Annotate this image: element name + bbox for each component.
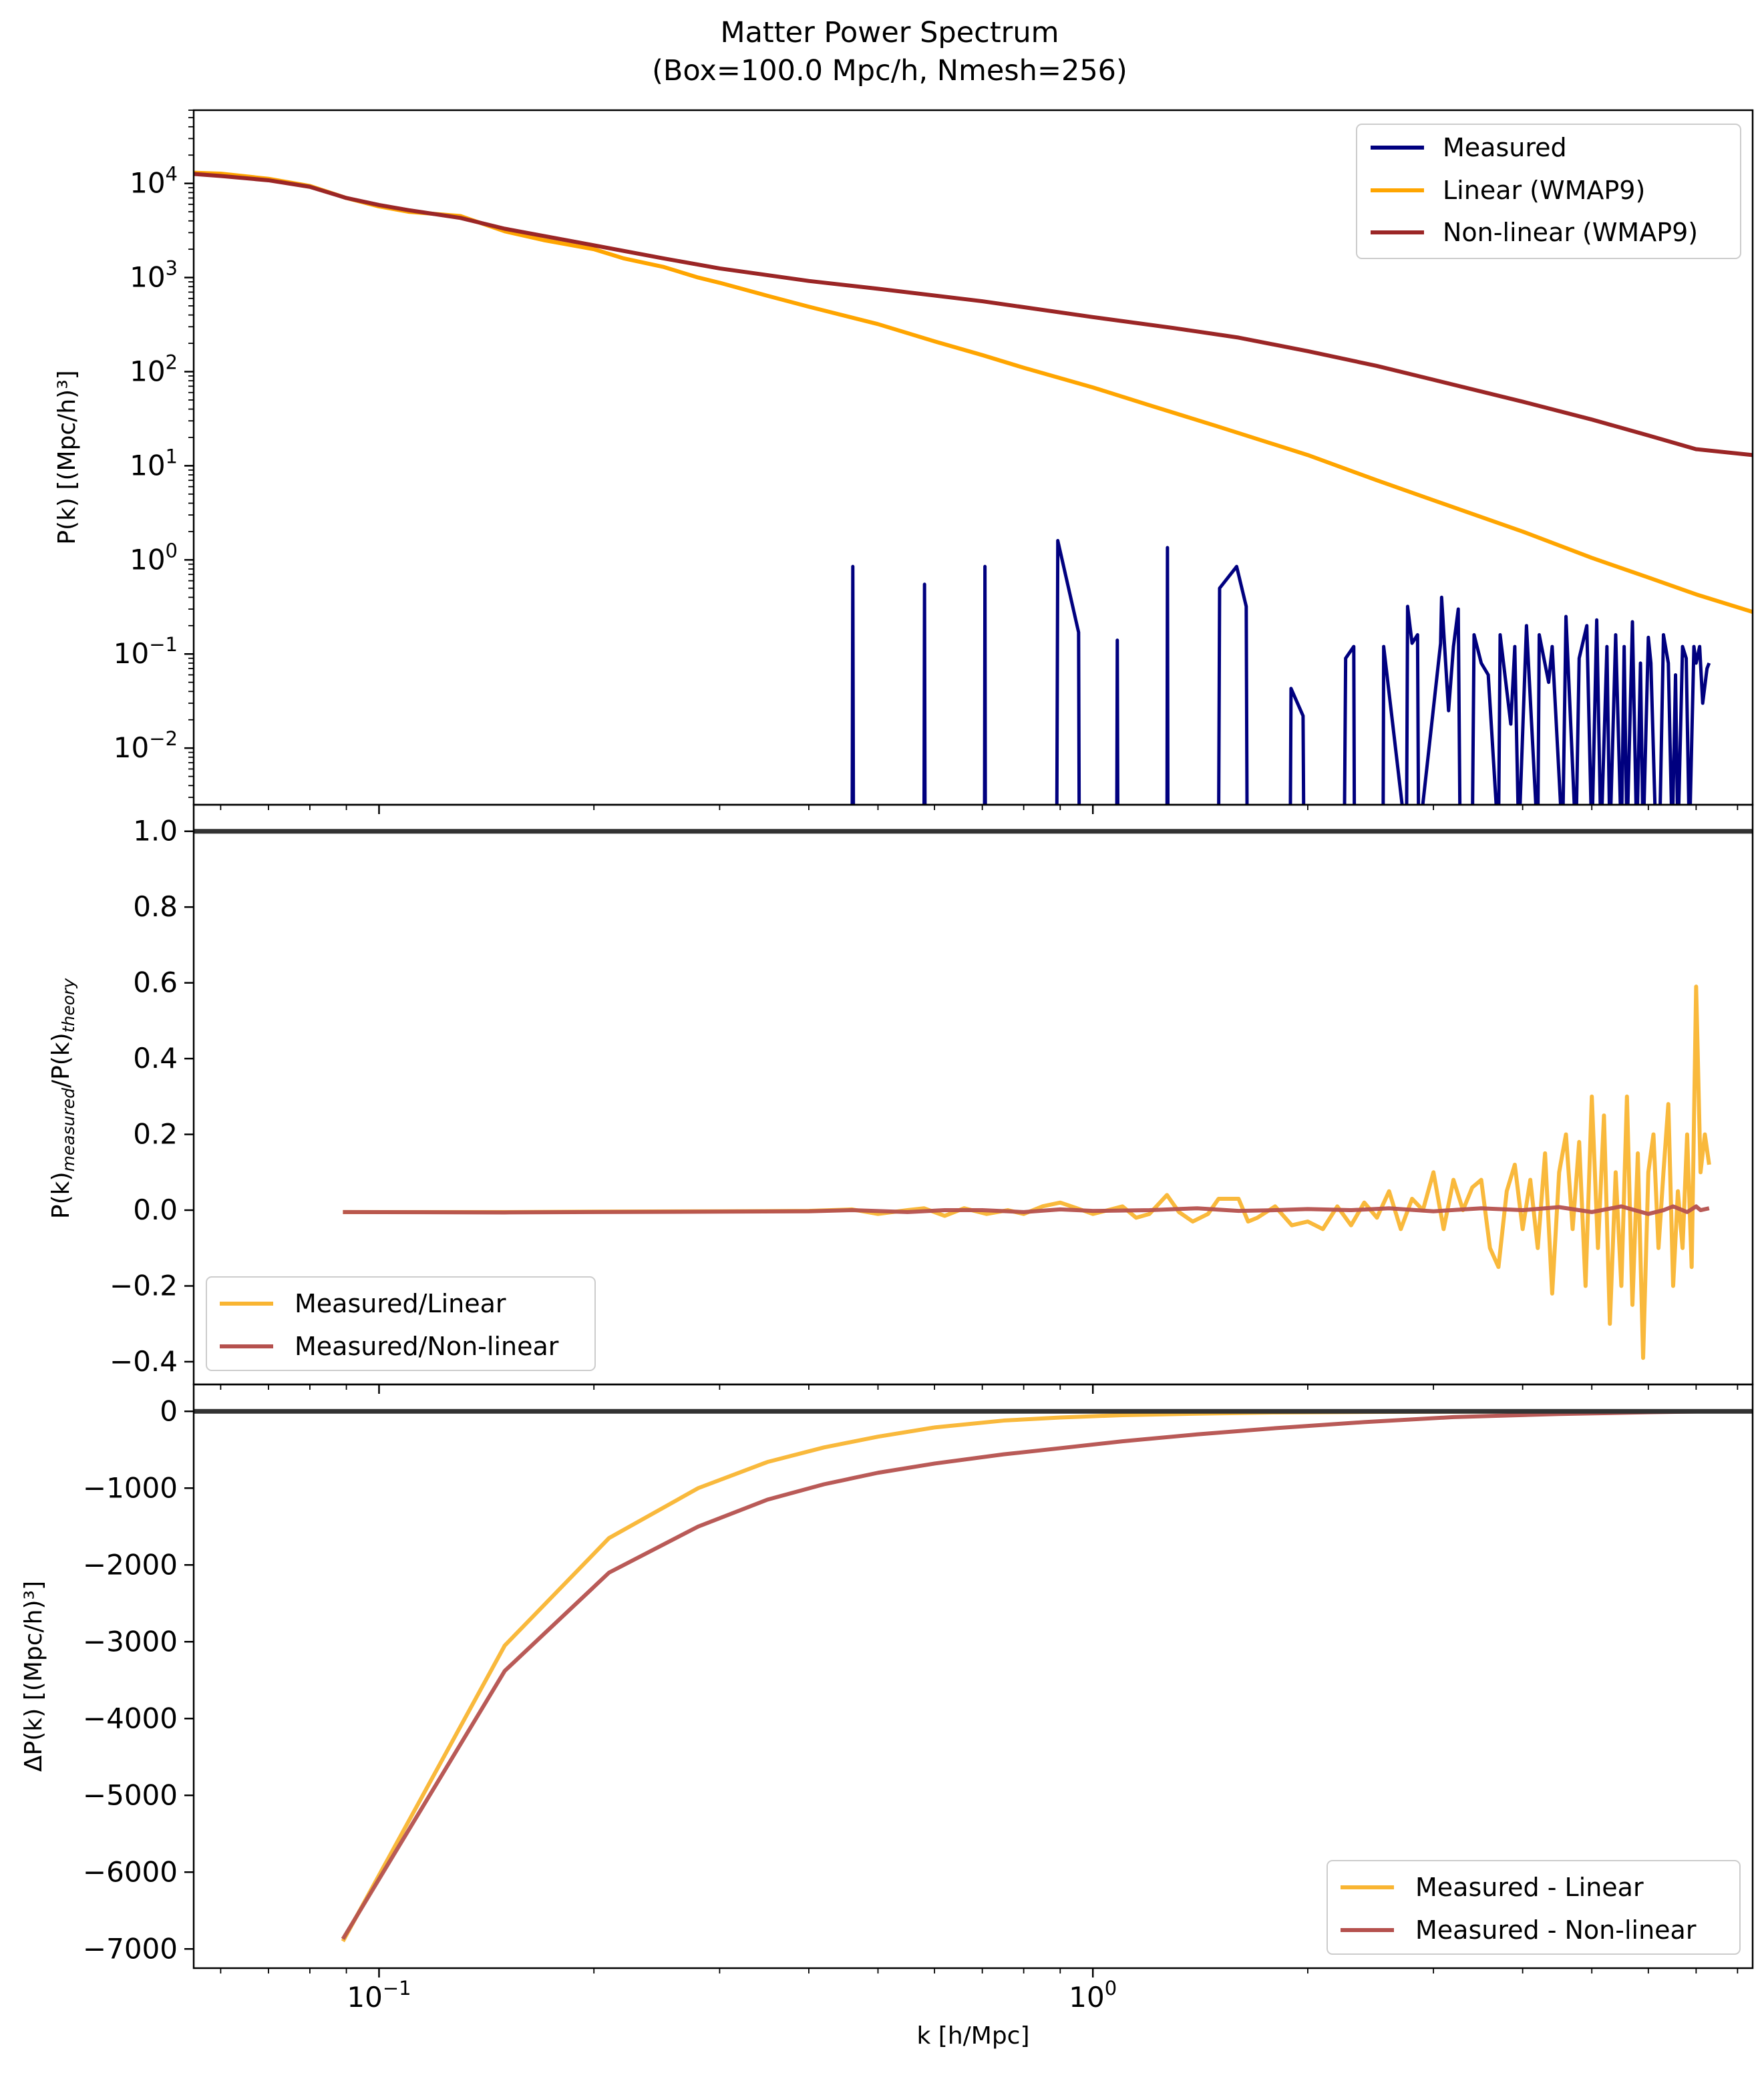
chart-title-line-1: Matter Power Spectrum: [720, 16, 1059, 49]
power-series-group: [194, 170, 1753, 805]
ratio-y-tick-label: −0.4: [110, 1345, 178, 1378]
ratio-y-tick-label: 1.0: [133, 815, 178, 847]
power-y-tick-label: 100: [130, 539, 178, 576]
ratio-ylabel-part-2: /P(k): [47, 1032, 75, 1088]
shared-x-axis: 10−1 100: [220, 805, 1739, 2014]
difference-panel: 0 −1000 −2000 −3000 −4000 −5000 −6000 −7000 ΔP(…: [20, 1383, 1754, 1969]
ratio-y-tick-label: 0.4: [133, 1042, 178, 1075]
power-y-tick-label: 104: [130, 163, 178, 200]
ratio-series-group: [194, 829, 1753, 1360]
ratio-y-axis: 1.0 0.8 0.6 0.4 0.2 0.0 −0.2 −0.4: [110, 815, 194, 1378]
difference-series-group: [194, 1408, 1753, 1943]
ratio-ylabel-sub-1: measured: [59, 1088, 78, 1172]
ratio-y-tick-label: 0.6: [133, 966, 178, 999]
series-line-non-linear-wmap9: [194, 172, 1753, 457]
difference-y-axis: 0 −1000 −2000 −3000 −4000 −5000 −6000 −7000: [83, 1394, 194, 1965]
power-legend: Measured Linear (WMAP9) Non-linear (WMAP…: [1356, 124, 1741, 259]
legend-label-measured-nonlinear: Measured/Non-linear: [295, 1332, 559, 1361]
ratio-legend-box: [206, 1276, 596, 1371]
difference-y-tick-label: −2000: [83, 1548, 178, 1581]
series-line-measured-linear: [343, 984, 1711, 1360]
difference-y-axis-label: ΔP(k) [(Mpc/h)³]: [20, 1581, 47, 1772]
legend-label-measured-minus-nonlinear: Measured - Non-linear: [1415, 1915, 1697, 1945]
series-line-measured: [850, 539, 1711, 805]
power-legend-box: [1356, 124, 1741, 259]
power-y-tick-label: 102: [130, 351, 178, 387]
power-y-tick-label: 103: [130, 257, 178, 294]
difference-legend-box: [1327, 1860, 1741, 1955]
ratio-y-tick-label: 0.8: [133, 890, 178, 923]
power-y-tick-label: 101: [130, 445, 178, 482]
ratio-y-tick-label: 0.2: [133, 1118, 178, 1151]
legend-label-measured-linear: Measured/Linear: [295, 1289, 506, 1318]
difference-y-tick-label: 0: [160, 1394, 178, 1427]
ratio-ylabel-part-1: P(k): [47, 1171, 75, 1219]
ratio-y-tick-label: −0.2: [110, 1269, 178, 1302]
difference-y-tick-label: −6000: [83, 1855, 178, 1888]
difference-legend: Measured - Linear Measured - Non-linear: [1327, 1860, 1741, 1955]
ratio-y-axis-label: P(k)measured/P(k)theory: [47, 978, 78, 1219]
legend-label-linear: Linear (WMAP9): [1443, 176, 1645, 205]
ratio-legend: Measured/Linear Measured/Non-linear: [206, 1276, 596, 1371]
legend-label-measured: Measured: [1443, 133, 1567, 162]
x-axis-label: k [h/Mpc]: [916, 2022, 1029, 2050]
series-line-measured-non-linear: [343, 1204, 1710, 1216]
x-tick-label: 100: [1069, 1977, 1117, 2014]
ratio-y-tick-label: 0.0: [133, 1193, 178, 1226]
difference-y-tick-label: −1000: [83, 1471, 178, 1504]
x-tick-label: 10−1: [347, 1977, 411, 2014]
power-y-axis: 104 103 102 101 100 10−1 10−2: [114, 110, 194, 798]
ratio-panel: 1.0 0.8 0.6 0.4 0.2 0.0 −0.2 −0.4 P(k)measured/…: [47, 803, 1754, 1386]
difference-y-tick-label: −5000: [83, 1778, 178, 1811]
difference-y-tick-label: −3000: [83, 1625, 178, 1658]
power-y-tick-label: 10−2: [114, 727, 178, 764]
difference-axes-frame: [192, 1383, 1754, 1969]
chart-title-line-2: (Box=100.0 Mpc/h, Nmesh=256): [652, 54, 1127, 87]
power-y-axis-label: P(k) [(Mpc/h)³]: [53, 370, 81, 544]
difference-y-tick-label: −7000: [83, 1932, 178, 1965]
legend-label-nonlinear: Non-linear (WMAP9): [1443, 218, 1698, 247]
difference-y-tick-label: −4000: [83, 1702, 178, 1734]
series-line-measured-non-linear: [341, 1409, 1709, 1940]
legend-label-measured-minus-linear: Measured - Linear: [1415, 1873, 1644, 1902]
ratio-ylabel-sub-2: theory: [59, 978, 78, 1033]
power-y-tick-label: 10−1: [114, 633, 178, 670]
